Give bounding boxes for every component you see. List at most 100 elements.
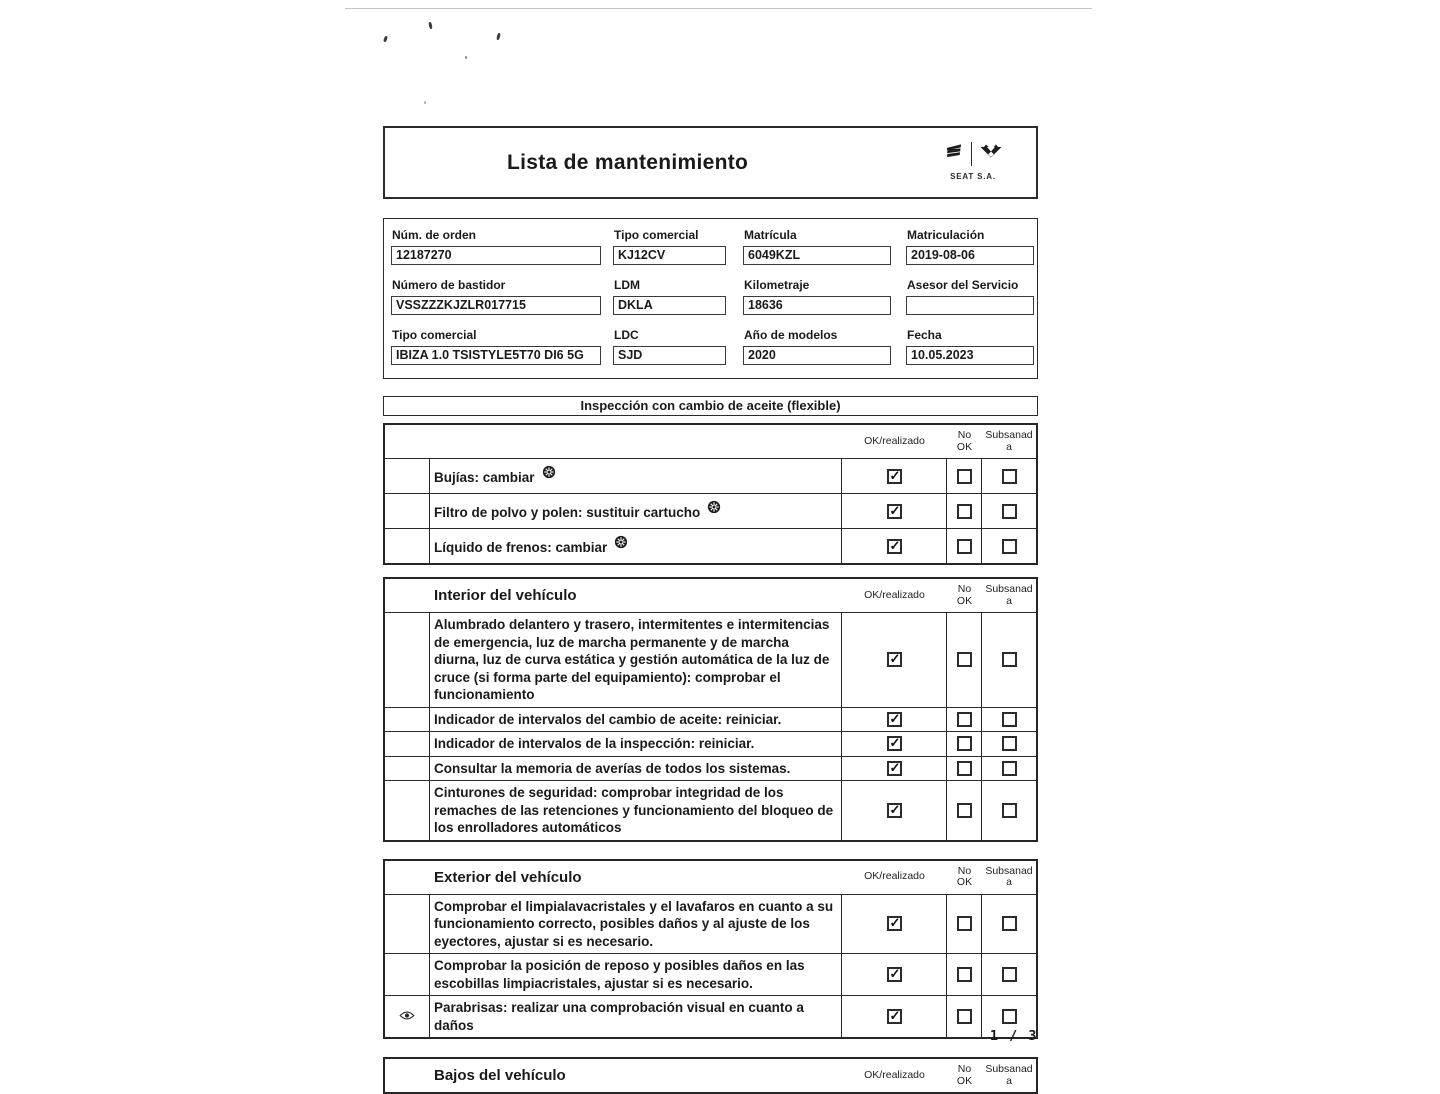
subsanada-checkbox[interactable] bbox=[1001, 802, 1017, 818]
ldm-input[interactable]: DKLA bbox=[613, 296, 726, 315]
tipo-comercial-code-input[interactable]: KJ12CV bbox=[613, 246, 726, 265]
company-name: SEAT S.A. bbox=[950, 172, 996, 181]
page-number: 1 / 3 bbox=[989, 1028, 1038, 1044]
subsanada-checkbox[interactable] bbox=[1001, 468, 1017, 484]
field-kilometraje: Kilometraje 18636 bbox=[743, 278, 906, 315]
ok-checkbox[interactable] bbox=[886, 468, 902, 484]
nook-checkbox[interactable] bbox=[956, 1009, 972, 1024]
nook-cell bbox=[947, 459, 982, 493]
col-ok-header: OK/realizado bbox=[864, 1068, 925, 1081]
checklist-table-exterior: Exterior del vehículo OK/realizado No OK … bbox=[383, 858, 1038, 1039]
field-label: LDM bbox=[614, 278, 640, 292]
row-text: Bujías: cambiar bbox=[430, 459, 842, 493]
col-nook-header: No OK bbox=[956, 583, 973, 607]
field-label: Kilometraje bbox=[744, 278, 810, 292]
ok-checkbox[interactable] bbox=[886, 966, 902, 982]
nook-checkbox[interactable] bbox=[956, 468, 972, 484]
nook-checkbox[interactable] bbox=[956, 802, 972, 818]
bastidor-input[interactable]: VSSZZZKJZLR017715 bbox=[391, 296, 601, 315]
nook-checkbox[interactable] bbox=[956, 967, 972, 982]
table-row: Parabrisas: realizar una comprobación vi… bbox=[385, 995, 1036, 1037]
field-asesor: Asesor del Servicio bbox=[906, 278, 1034, 315]
checklist-table-aceite: OK/realizado No OK Subsanad a Bujías: camb… bbox=[383, 423, 1038, 565]
nook-checkbox[interactable] bbox=[956, 652, 972, 668]
subsanada-checkbox[interactable] bbox=[1001, 652, 1017, 668]
table-row: Líquido de frenos: cambiar bbox=[385, 528, 1036, 563]
subsanada-cell bbox=[982, 757, 1036, 781]
ok-checkbox[interactable] bbox=[886, 538, 902, 554]
nook-cell bbox=[947, 494, 982, 528]
subsanada-cell bbox=[982, 529, 1036, 563]
wear-part-icon bbox=[614, 535, 628, 554]
field-label: Núm. de orden bbox=[392, 228, 477, 242]
ano-modelos-input[interactable]: 2020 bbox=[743, 346, 891, 365]
row-margin-cell bbox=[385, 707, 430, 731]
page-title: Lista de mantenimiento bbox=[507, 151, 749, 174]
table-header: OK/realizado No OK Subsanad a bbox=[385, 425, 1036, 458]
ok-checkbox[interactable] bbox=[886, 1008, 902, 1024]
checklist-table-interior: Interior del vehículo OK/realizado No OK … bbox=[383, 577, 1038, 842]
ldc-input[interactable]: SJD bbox=[613, 346, 726, 365]
subsanada-checkbox[interactable] bbox=[1001, 736, 1017, 752]
ok-checkbox[interactable] bbox=[886, 760, 902, 776]
subsanada-checkbox[interactable] bbox=[1001, 1009, 1017, 1024]
tipo-comercial-model-input[interactable]: IBIZA 1.0 TSISTYLE5T70 DI6 5G bbox=[391, 346, 601, 365]
subsanada-cell bbox=[982, 613, 1036, 707]
nook-cell bbox=[947, 894, 982, 953]
field-tipo-comercial-code: Tipo comercial KJ12CV bbox=[613, 228, 743, 265]
row-margin-cell bbox=[385, 894, 430, 953]
kilometraje-input[interactable]: 18636 bbox=[743, 296, 891, 315]
cupra-logo-icon bbox=[979, 142, 1003, 165]
field-label: Asesor del Servicio bbox=[907, 278, 1019, 292]
nook-cell bbox=[947, 996, 982, 1037]
subsanada-checkbox[interactable] bbox=[1001, 538, 1017, 554]
scan-artifact bbox=[424, 101, 426, 104]
col-subsanada-header: Subsanad a bbox=[985, 583, 1033, 607]
ok-cell bbox=[842, 707, 947, 731]
nook-checkbox[interactable] bbox=[956, 711, 972, 727]
nook-checkbox[interactable] bbox=[956, 503, 972, 519]
nook-checkbox[interactable] bbox=[956, 760, 972, 776]
col-subsanada-header: Subsanad a bbox=[985, 864, 1033, 888]
subsanada-checkbox[interactable] bbox=[1001, 503, 1017, 519]
col-nook-header: No OK bbox=[956, 429, 973, 453]
nook-checkbox[interactable] bbox=[956, 916, 972, 932]
subsanada-checkbox[interactable] bbox=[1001, 916, 1017, 932]
subsanada-checkbox[interactable] bbox=[1001, 760, 1017, 776]
table-title: Interior del vehículo bbox=[434, 587, 577, 604]
matriculacion-input[interactable]: 2019-08-06 bbox=[906, 246, 1034, 265]
col-ok-header: OK/realizado bbox=[864, 870, 925, 883]
subsanada-cell bbox=[982, 708, 1036, 732]
nook-checkbox[interactable] bbox=[956, 538, 972, 554]
fecha-input[interactable]: 10.05.2023 bbox=[906, 346, 1034, 365]
ok-cell bbox=[842, 781, 947, 840]
nook-cell bbox=[947, 756, 982, 780]
ok-checkbox[interactable] bbox=[886, 651, 902, 668]
nook-cell bbox=[947, 529, 982, 563]
nook-cell bbox=[947, 781, 982, 840]
num-orden-input[interactable]: 12187270 bbox=[391, 246, 601, 265]
ok-cell bbox=[842, 613, 947, 707]
row-text: Indicador de intervalos del cambio de ac… bbox=[430, 707, 842, 731]
ok-checkbox[interactable] bbox=[886, 915, 902, 932]
ok-checkbox[interactable] bbox=[886, 503, 902, 519]
asesor-input[interactable] bbox=[906, 296, 1034, 315]
row-margin-cell bbox=[385, 781, 430, 840]
field-ldc: LDC SJD bbox=[613, 328, 743, 365]
matricula-input[interactable]: 6049KZL bbox=[743, 246, 891, 265]
nook-cell bbox=[947, 732, 982, 756]
ok-checkbox[interactable] bbox=[886, 802, 902, 818]
ok-checkbox[interactable] bbox=[886, 735, 902, 752]
row-margin-cell bbox=[385, 529, 430, 563]
field-fecha: Fecha 10.05.2023 bbox=[906, 328, 1034, 365]
field-label: Tipo comercial bbox=[614, 228, 699, 242]
document-header: Lista de mantenimiento bbox=[383, 126, 1038, 199]
table-row: Comprobar el limpialavacristales y el la… bbox=[385, 893, 1036, 953]
subsanada-checkbox[interactable] bbox=[1001, 967, 1017, 982]
field-label: Tipo comercial bbox=[392, 328, 477, 342]
table-title: Exterior del vehículo bbox=[434, 868, 582, 886]
nook-checkbox[interactable] bbox=[956, 736, 972, 752]
ok-checkbox[interactable] bbox=[886, 711, 902, 727]
subsanada-checkbox[interactable] bbox=[1001, 711, 1017, 727]
table-header: Bajos del vehículo OK/realizado No OK Sub… bbox=[385, 1059, 1036, 1092]
